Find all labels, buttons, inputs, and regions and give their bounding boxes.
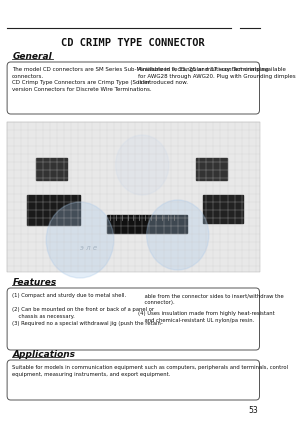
Text: (3) Required no a special withdrawal jig (push the retain-: (3) Required no a special withdrawal jig… (12, 321, 162, 326)
Circle shape (147, 200, 209, 270)
Text: Applications: Applications (12, 350, 75, 359)
Bar (7, 122, 260, 272)
Circle shape (116, 135, 169, 195)
Text: Available in 9, 15, 25 and 37 way. Terminals available
for AWG28 through AWG20. : Available in 9, 15, 25 and 37 way. Termi… (138, 67, 296, 85)
Bar (36, 158, 67, 180)
Text: э л е: э л е (80, 245, 98, 251)
Text: Features: Features (12, 278, 57, 287)
Bar (202, 195, 243, 223)
Text: (2) Can be mounted on the front or back of a panel or
    chassis as necessary.: (2) Can be mounted on the front or back … (12, 307, 154, 319)
Text: 53: 53 (248, 406, 258, 415)
Text: Suitable for models in communication equipment such as computers, peripherals an: Suitable for models in communication equ… (12, 365, 288, 377)
Text: (4) Uses insulation made from highly heat-resistant
    and chemical-resistant U: (4) Uses insulation made from highly hea… (138, 311, 274, 323)
Text: The model CD connectors are SM Series Sub-Miniaturized rectangular multi-contact: The model CD connectors are SM Series Su… (12, 67, 268, 92)
Text: CD CRIMP TYPE CONNECTOR: CD CRIMP TYPE CONNECTOR (61, 38, 205, 48)
Circle shape (46, 202, 114, 278)
Text: General: General (12, 52, 52, 61)
Text: able from the connector sides to insert/withdraw the
    connector).: able from the connector sides to insert/… (138, 293, 284, 305)
Bar (107, 215, 187, 233)
Bar (27, 195, 80, 225)
Text: (1) Compact and sturdy due to metal shell.: (1) Compact and sturdy due to metal shel… (12, 293, 126, 298)
Bar (196, 158, 226, 180)
